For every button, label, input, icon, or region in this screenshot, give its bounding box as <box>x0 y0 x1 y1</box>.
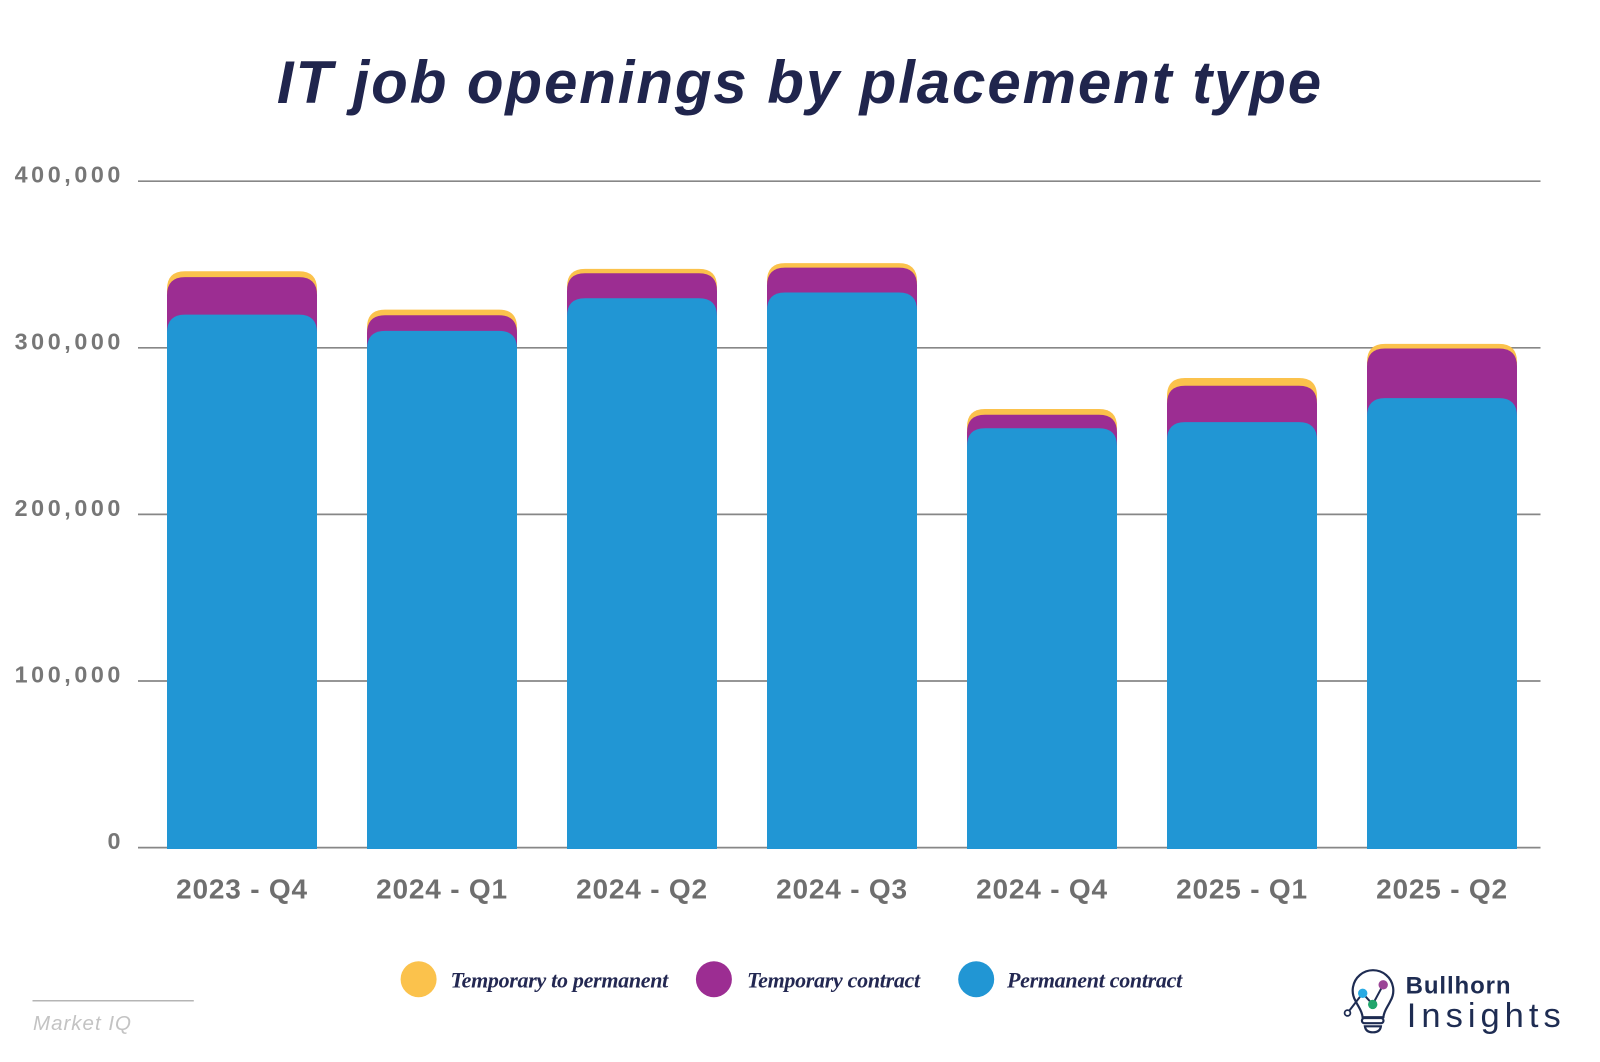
svg-text:400,000: 400,000 <box>15 162 124 188</box>
svg-text:200,000: 200,000 <box>15 495 124 521</box>
svg-text:Temporary to permanent: Temporary to permanent <box>451 967 670 992</box>
svg-text:Market IQ: Market IQ <box>33 1012 132 1035</box>
svg-text:2025 - Q1: 2025 - Q1 <box>1176 874 1308 905</box>
svg-text:0: 0 <box>107 828 124 854</box>
svg-text:300,000: 300,000 <box>15 328 124 354</box>
svg-text:Permanent contract: Permanent contract <box>1006 967 1183 992</box>
svg-text:Bullhorn: Bullhorn <box>1406 972 1512 999</box>
svg-text:100,000: 100,000 <box>15 662 124 688</box>
svg-text:Insights: Insights <box>1407 997 1566 1035</box>
svg-text:Temporary contract: Temporary contract <box>747 967 921 992</box>
svg-text:2024 - Q1: 2024 - Q1 <box>376 874 508 905</box>
svg-text:IT job openings by placement t: IT job openings by placement type <box>277 49 1323 116</box>
svg-text:2024 - Q2: 2024 - Q2 <box>576 874 708 905</box>
svg-text:2024 - Q3: 2024 - Q3 <box>776 874 908 905</box>
svg-text:2024 - Q4: 2024 - Q4 <box>976 874 1108 905</box>
svg-text:2023 - Q4: 2023 - Q4 <box>176 874 308 905</box>
svg-text:2025 - Q2: 2025 - Q2 <box>1376 874 1508 905</box>
